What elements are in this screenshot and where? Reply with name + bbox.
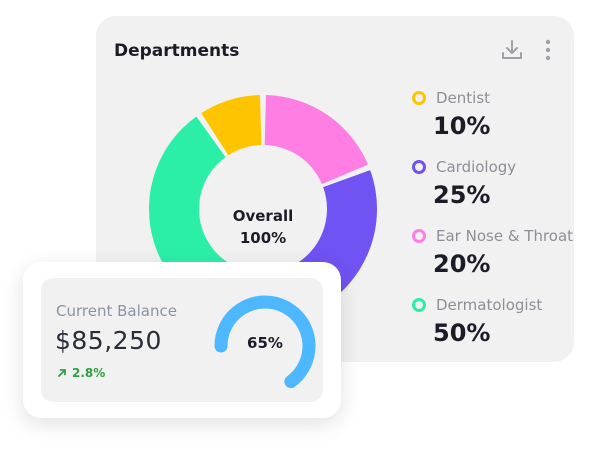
current-balance-card: Current Balance $85,250 2.8% 65% <box>23 262 341 418</box>
gauge-value: 65% <box>247 334 283 352</box>
legend-value: 25% <box>433 181 491 209</box>
department-legend: Dentist 10% Cardiology 25% Ear Nose & Th… <box>410 88 591 364</box>
gauge-arc <box>214 295 316 389</box>
donut-slice-dentist <box>201 95 262 156</box>
legend-item-ear-nose-throat: Ear Nose & Throat 20% <box>410 226 591 295</box>
legend-dot <box>412 160 426 174</box>
legend-item-dentist: Dentist 10% <box>410 88 591 157</box>
balance-change: 2.8% <box>57 366 105 380</box>
balance-amount: $85,250 <box>55 326 162 355</box>
donut-center-text: Overall 100% <box>196 205 330 249</box>
legend-value: 20% <box>433 250 491 278</box>
download-icon[interactable] <box>500 38 524 62</box>
more-vertical-icon[interactable] <box>543 39 553 61</box>
legend-label: Dermatologist <box>436 296 543 314</box>
donut-slice-ear-nose-throat <box>264 95 368 185</box>
legend-label: Ear Nose & Throat <box>436 227 574 245</box>
arrow-up-right-icon <box>58 369 66 377</box>
balance-gauge <box>214 295 316 389</box>
legend-item-cardiology: Cardiology 25% <box>410 157 591 226</box>
legend-dot <box>412 91 426 105</box>
departments-title: Departments <box>114 41 240 61</box>
balance-label: Current Balance <box>56 302 177 320</box>
legend-item-dermatologist: Dermatologist 50% <box>410 295 591 364</box>
balance-change-value: 2.8% <box>72 366 106 380</box>
legend-dot <box>412 229 426 243</box>
legend-value: 10% <box>433 112 491 140</box>
legend-label: Dentist <box>436 89 491 107</box>
balance-panel: Current Balance $85,250 2.8% 65% <box>41 278 323 402</box>
donut-center-value: 100% <box>239 229 287 247</box>
legend-label: Cardiology <box>436 158 517 176</box>
donut-center-label: Overall <box>232 207 294 225</box>
legend-value: 50% <box>433 319 491 347</box>
legend-dot <box>412 298 426 312</box>
